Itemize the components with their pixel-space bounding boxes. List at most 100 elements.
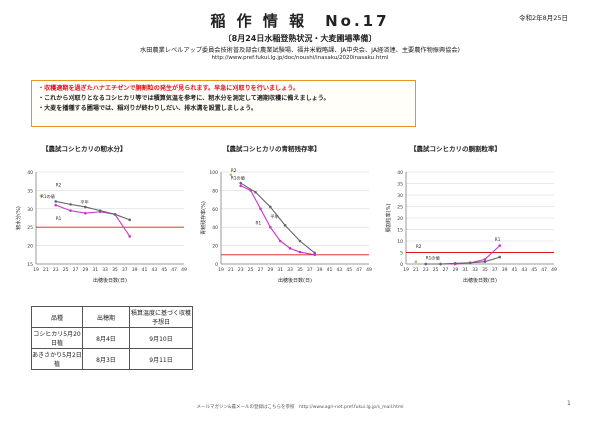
x-tick-label: 29 <box>82 267 88 273</box>
chart-2-title: 【農試コシヒカリの青籾残存率】 <box>223 145 321 153</box>
document-subtitle: 〔8月24日水稲登熟状況・大麦圃場準備〕 <box>223 34 377 43</box>
y-tick-label: 60 <box>212 207 218 213</box>
data-point <box>229 173 233 177</box>
data-point <box>239 181 243 185</box>
y-tick-label: 20 <box>27 244 33 250</box>
x-tick-label: 25 <box>63 267 69 273</box>
notice-line-3: ・大麦を播種する圃場では、稲刈りが終わりしだい、排水溝を設置しましょう。 <box>38 105 258 112</box>
x-tick-label: 43 <box>522 267 528 273</box>
x-tick-label: 23 <box>238 267 244 273</box>
series-line <box>425 256 500 265</box>
y-tick-label: 15 <box>27 262 33 268</box>
x-tick-label: 25 <box>433 267 439 273</box>
table-header: 品種 <box>31 306 83 328</box>
data-point <box>54 203 58 207</box>
annotation: R1 <box>256 220 262 225</box>
table-cell: 8月3日 <box>82 348 130 370</box>
x-tick-label: 19 <box>218 267 224 273</box>
x-tick-label: 45 <box>346 267 352 273</box>
x-tick-label: 43 <box>337 267 343 273</box>
issue-date: 令和2年8月25日 <box>518 14 568 22</box>
data-point <box>278 239 282 243</box>
table-cell: 9月10日 <box>129 327 193 349</box>
y-tick-label: 20 <box>212 244 218 250</box>
data-point <box>439 262 442 266</box>
x-tick-label: 37 <box>492 267 498 273</box>
data-point <box>298 239 302 243</box>
data-point <box>84 211 87 215</box>
document-title: 稲 作 情 報 No.17 <box>210 12 390 30</box>
table-cell: 8月4日 <box>82 327 130 349</box>
y-tick-label: 5 <box>400 251 403 257</box>
y-tick-label: 100 <box>209 170 218 176</box>
series-line <box>240 182 316 254</box>
data-point <box>113 213 117 216</box>
data-point <box>69 203 72 206</box>
y-tick-label: 40 <box>397 170 403 176</box>
annotation: R1の値 <box>231 174 245 181</box>
data-point <box>483 260 487 263</box>
data-point <box>39 194 43 198</box>
table-cell: あきさかり5月2日植 <box>31 348 83 370</box>
footer-link[interactable]: メールマガジン&農メールの登録はこちらを参照 http://www.agri-n… <box>196 405 404 410</box>
data-point <box>239 184 243 188</box>
data-point <box>269 225 272 229</box>
y-tick-label: 35 <box>27 188 33 194</box>
x-tick-label: 35 <box>482 267 488 273</box>
data-point <box>54 200 58 203</box>
x-tick-label: 47 <box>356 267 362 273</box>
moisture-chart: 15 20 25 30 35 40 19 21 23 25 27 29 31 33 35 37 39 41 43 45… <box>15 170 187 284</box>
organization-line: 水田農業レベルアップ委員会技術普及部会(農業試験場、福井米戦略課、JA中央会、J… <box>140 47 460 54</box>
y-tick-label: 30 <box>397 193 403 199</box>
annotation: R1の値 <box>41 193 55 200</box>
x-tick-label: 47 <box>171 267 177 273</box>
x-tick-label: 39 <box>317 267 323 273</box>
data-point <box>424 262 428 266</box>
x-tick-label: 43 <box>152 267 158 273</box>
y-tick-label: 20 <box>397 216 403 222</box>
y-tick-label: 40 <box>212 225 218 231</box>
x-tick-label: 27 <box>443 267 449 273</box>
annotation: R1 <box>495 237 501 242</box>
x-tick-label: 33 <box>102 267 108 273</box>
x-tick-label: 21 <box>228 267 234 273</box>
x-tick-label: 45 <box>161 267 167 273</box>
x-tick-label: 37 <box>307 267 313 273</box>
notice-line-2: ・これから刈取りとなるコシヒカリ等では積算気温を参考に、籾水分を測定して適期収穫… <box>38 95 330 102</box>
y-tick-label: 80 <box>212 188 218 194</box>
data-point <box>498 244 502 247</box>
data-point <box>414 260 418 263</box>
annotation: R1 <box>56 216 62 221</box>
chart-1-title: 【農試コシヒカリの籾水分】 <box>42 145 127 153</box>
x-tick-label: 41 <box>142 267 148 273</box>
y-tick-label: 25 <box>397 205 403 211</box>
x-tick-label: 19 <box>33 267 39 273</box>
series-line <box>55 204 131 237</box>
data-point <box>128 235 132 238</box>
y-tick-label: 15 <box>397 228 403 234</box>
data-point <box>483 258 487 261</box>
x-axis-label: 出穂後日数(日) <box>93 277 127 284</box>
notice-line-1: ・収穫適期を過ぎたハナエチゼンで胴割粒の発生が見られます。早急に刈取りを行いまし… <box>38 85 300 92</box>
data-point <box>283 224 287 227</box>
x-tick-label: 37 <box>122 267 128 273</box>
x-tick-label: 39 <box>502 267 508 273</box>
x-tick-label: 49 <box>181 267 187 273</box>
data-point <box>313 253 317 257</box>
data-point <box>454 262 457 265</box>
x-tick-label: 45 <box>531 267 537 273</box>
source-url[interactable]: http://www.pref.fukui.lg.jp/doc/noushi/i… <box>211 55 389 61</box>
x-tick-label: 31 <box>462 267 468 273</box>
data-point <box>98 209 102 212</box>
y-tick-label: 30 <box>27 207 33 213</box>
cracked-grain-chart: 0 5 10 15 20 25 30 35 40 19 21 23 25 27 29 31 33 35 37 39 41… <box>385 170 557 284</box>
annotation: R2 <box>416 244 422 249</box>
table-header: 積算温度に基づく収穫予想日 <box>129 306 193 328</box>
x-axis-label: 出穂後日数(日) <box>278 277 312 284</box>
y-tick-label: 35 <box>397 182 403 188</box>
y-tick-label: 25 <box>27 225 33 231</box>
table-cell: 9月11日 <box>129 348 193 370</box>
x-tick-label: 29 <box>267 267 273 273</box>
data-point <box>84 205 87 209</box>
data-point <box>288 247 292 250</box>
